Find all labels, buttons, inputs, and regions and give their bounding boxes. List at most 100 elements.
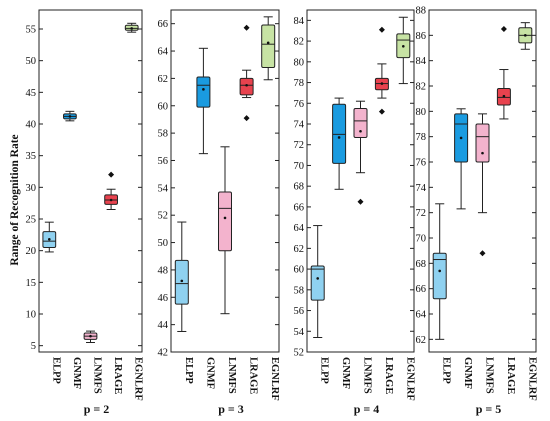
y-tick-label: 80 <box>294 57 305 68</box>
y-tick-label: 50 <box>158 238 169 249</box>
y-tick-label: 72 <box>416 208 427 219</box>
y-tick-label: 78 <box>294 78 305 89</box>
y-tick-label: 70 <box>416 234 427 245</box>
box-iqr <box>353 107 368 138</box>
panel-title: p = 3 <box>218 402 244 416</box>
category-label: ELPP <box>183 357 194 384</box>
box-gnmf: GNMF <box>332 97 351 389</box>
y-tick-label: 62 <box>416 335 427 346</box>
mean-marker <box>89 334 92 338</box>
y-tick-label: 88 <box>416 6 427 17</box>
mean-marker <box>337 136 341 139</box>
panel-frame <box>170 9 280 353</box>
outlier-marker <box>108 171 115 178</box>
box-lrage: LRAGE <box>374 26 394 394</box>
outlier-marker <box>243 24 250 31</box>
category-label: GNMF <box>204 357 215 389</box>
y-tick-label: 72 <box>294 140 305 151</box>
y-tick-label: 30 <box>26 183 37 194</box>
y-tick-label: 56 <box>294 306 305 317</box>
y-tick-label: 58 <box>158 129 169 140</box>
mean-marker <box>359 129 362 133</box>
category-label: GNMF <box>340 357 351 389</box>
mean-marker <box>481 151 484 155</box>
box-elpp: ELPP <box>174 221 194 384</box>
panel-title: p = 5 <box>476 402 502 416</box>
y-tick-label: 55 <box>26 25 37 36</box>
category-label: EGNLRF <box>133 357 144 401</box>
category-label: EGNLRF <box>269 357 280 401</box>
panel-3: 52 54 56 58 60 62 64 66 68 70 72 74 76 78 80 82 84 ELPP GN… <box>294 9 415 416</box>
y-tick-label: 66 <box>158 19 169 30</box>
box-iqr <box>475 123 490 163</box>
y-tick-label: 25 <box>26 215 37 226</box>
box-gnmf: GNMF <box>454 108 473 389</box>
y-tick-label: 50 <box>26 56 37 67</box>
box-elpp: ELPP <box>432 203 452 384</box>
box-iqr <box>174 259 189 305</box>
y-tick-label: 60 <box>294 265 305 276</box>
y-tick-label: 10 <box>26 310 37 321</box>
mean-marker <box>266 41 270 45</box>
mean-marker <box>459 136 463 140</box>
box-iqr <box>239 77 254 96</box>
box-egnlrf: EGNLRF <box>396 16 415 401</box>
y-tick-label: 40 <box>26 120 37 131</box>
box-iqr <box>432 252 447 300</box>
box-lnmfs: LNMFS <box>475 113 495 394</box>
mean-marker <box>524 34 527 37</box>
box-egnlrf: EGNLRF <box>518 22 537 401</box>
box-elpp: ELPP <box>42 221 61 384</box>
category-label: GNMF <box>462 357 473 389</box>
y-tick-label: 58 <box>294 285 305 296</box>
mean-marker <box>130 27 133 30</box>
y-tick-label: 64 <box>294 223 305 234</box>
box-lnmfs: LNMFS <box>83 330 103 394</box>
box-lrage: LRAGE <box>239 24 259 394</box>
category-label: LNMFS <box>226 357 237 394</box>
y-tick-label: 82 <box>294 37 305 48</box>
box-egnlrf: EGNLRF <box>124 22 144 401</box>
box-lnmfs: LNMFS <box>353 100 373 394</box>
y-tick-label: 62 <box>294 244 305 255</box>
y-tick-label: 45 <box>26 88 37 99</box>
y-tick-label: 52 <box>294 348 305 359</box>
y-tick-label: 84 <box>416 56 427 67</box>
mean-marker <box>402 44 405 48</box>
panel-1: 5 10 15 20 25 30 35 40 45 50 55 ELPP GNMF LNMFS LRAGE E… <box>26 9 144 416</box>
panel-title: p = 4 <box>354 402 380 416</box>
outlier-marker <box>378 108 385 115</box>
category-label: ELPP <box>50 357 61 384</box>
box-lnmfs: LNMFS <box>218 146 237 394</box>
box-lrage: LRAGE <box>496 26 516 394</box>
mean-marker <box>202 88 205 91</box>
category-label: LNMFS <box>484 357 495 394</box>
y-tick-label: 76 <box>294 99 305 110</box>
outlier-marker <box>378 26 385 33</box>
category-label: LRAGE <box>248 357 259 394</box>
mean-marker <box>438 269 442 273</box>
y-tick-label: 74 <box>416 183 427 194</box>
y-tick-label: 5 <box>31 341 36 352</box>
y-tick-label: 80 <box>416 107 427 118</box>
y-tick-label: 70 <box>294 161 305 172</box>
mean-marker <box>68 115 72 118</box>
y-tick-label: 62 <box>158 74 169 85</box>
mean-marker <box>109 198 113 202</box>
panel-title: p = 2 <box>84 402 110 416</box>
box-lrage: LRAGE <box>104 171 123 394</box>
box-iqr <box>261 24 276 68</box>
box-iqr <box>332 103 347 164</box>
category-label: GNMF <box>71 357 82 389</box>
panel-2: 42 44 46 48 50 52 54 56 58 60 62 64 66 ELPP GNMF LNMFS L… <box>158 9 280 416</box>
mean-marker <box>380 82 384 85</box>
y-tick-label: 35 <box>26 151 37 162</box>
y-tick-label: 60 <box>158 101 169 112</box>
y-tick-label: 46 <box>158 293 169 304</box>
category-label: LRAGE <box>505 357 516 394</box>
y-tick-label: 20 <box>26 246 37 257</box>
box-iqr <box>196 76 211 108</box>
box-iqr <box>310 265 325 301</box>
y-tick-label: 42 <box>158 348 169 359</box>
category-label: LNMFS <box>362 357 373 394</box>
